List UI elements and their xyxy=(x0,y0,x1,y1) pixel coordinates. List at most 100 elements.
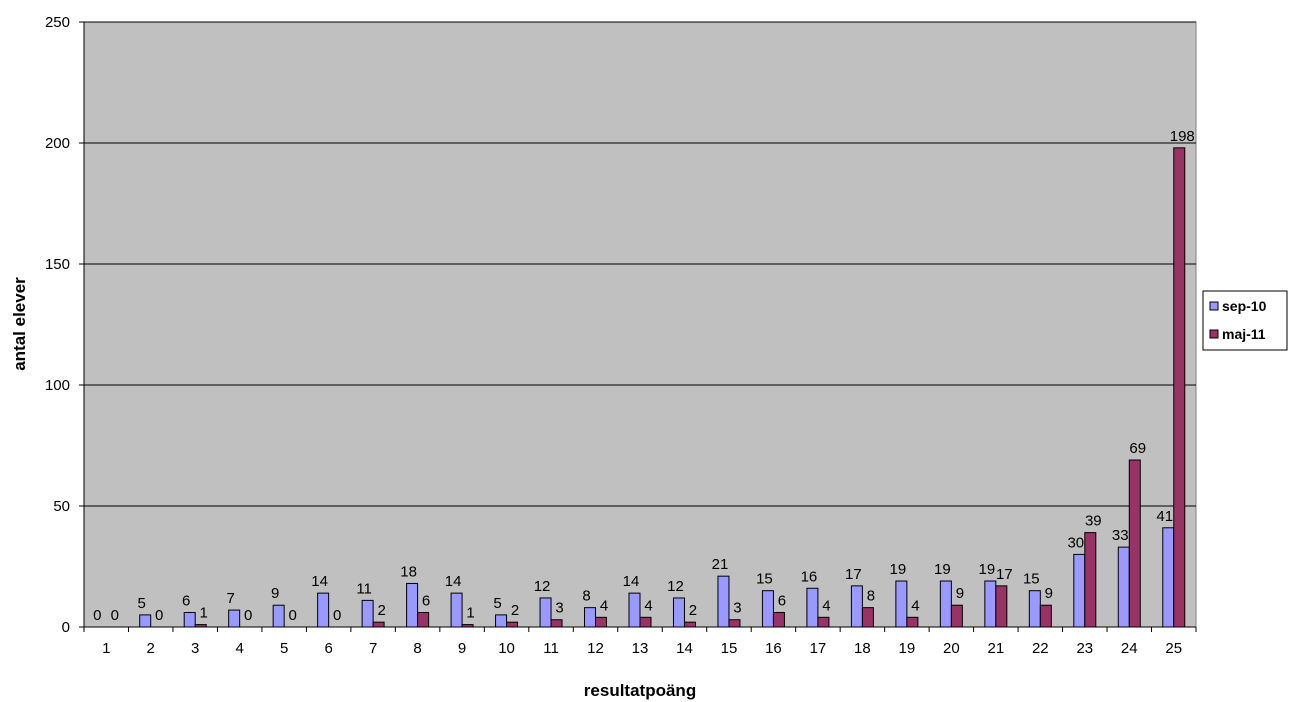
bar-sep-10-5 xyxy=(272,604,285,628)
bar-sep-10-9 xyxy=(450,592,463,628)
data-label-maj-11-4: 0 xyxy=(244,607,252,624)
data-label-sep-10-23: 30 xyxy=(1067,534,1084,551)
y-tick-label: 50 xyxy=(53,498,70,515)
y-tick-label: 150 xyxy=(45,256,70,273)
bar-maj-11-25 xyxy=(1173,147,1186,628)
bar-sep-10-14 xyxy=(672,597,685,628)
legend-box xyxy=(1202,290,1288,351)
data-label-sep-10-1: 0 xyxy=(93,607,101,624)
x-tick-label: 15 xyxy=(721,640,738,657)
x-tick-label: 2 xyxy=(147,640,155,657)
bar-sep-10-20 xyxy=(939,580,952,628)
data-label-maj-11-19: 4 xyxy=(911,597,919,614)
bar-maj-11-17 xyxy=(817,616,830,628)
bar-sep-10-12 xyxy=(584,607,597,628)
x-tick-label: 1 xyxy=(102,640,110,657)
bars xyxy=(139,147,1186,628)
bar-maj-11-15 xyxy=(728,619,741,628)
bar-maj-11-13 xyxy=(639,616,652,628)
data-label-maj-11-13: 4 xyxy=(644,597,652,614)
data-label-maj-11-15: 3 xyxy=(733,600,741,617)
data-label-maj-11-5: 0 xyxy=(288,607,296,624)
bar-sep-10-10 xyxy=(495,614,508,628)
x-tick-label: 14 xyxy=(676,640,693,657)
bar-maj-11-16 xyxy=(772,611,785,628)
bar-maj-11-22 xyxy=(1039,604,1052,628)
bar-maj-11-11 xyxy=(550,619,563,628)
data-label-sep-10-4: 7 xyxy=(227,590,235,607)
bar-maj-11-8 xyxy=(417,611,430,628)
data-label-maj-11-22: 9 xyxy=(1045,585,1053,602)
x-tick-label: 19 xyxy=(899,640,916,657)
x-tick-label: 9 xyxy=(458,640,466,657)
data-label-sep-10-17: 16 xyxy=(801,568,818,585)
legend-label-maj-11: maj-11 xyxy=(1222,326,1266,342)
y-axis-title: antal elever xyxy=(10,277,29,371)
y-tick-label: 100 xyxy=(45,377,70,394)
bar-maj-11-14 xyxy=(683,621,696,628)
data-label-sep-10-9: 14 xyxy=(445,573,462,590)
x-tick-label: 22 xyxy=(1032,640,1049,657)
data-label-maj-11-17: 4 xyxy=(822,597,830,614)
y-tick-label: 200 xyxy=(45,135,70,152)
data-label-sep-10-3: 6 xyxy=(182,592,190,609)
y-axis-ticks: 0 50 100 150 200 250 xyxy=(45,14,84,636)
bar-sep-10-6 xyxy=(317,592,330,628)
y-tick-label: 0 xyxy=(62,619,70,636)
data-label-sep-10-12: 8 xyxy=(582,588,590,605)
x-tick-label: 6 xyxy=(324,640,332,657)
data-label-maj-11-7: 2 xyxy=(377,602,385,619)
bar-maj-11-19 xyxy=(906,616,919,628)
x-tick-label: 8 xyxy=(413,640,421,657)
bar-sep-10-17 xyxy=(806,587,819,628)
legend: sep-10 maj-11 xyxy=(1202,290,1288,351)
x-tick-label: 7 xyxy=(369,640,377,657)
data-label-sep-10-16: 15 xyxy=(756,571,773,588)
data-label-sep-10-24: 33 xyxy=(1112,527,1129,544)
data-label-sep-10-10: 5 xyxy=(493,595,501,612)
bar-sep-10-16 xyxy=(761,590,774,628)
data-label-maj-11-18: 8 xyxy=(867,588,875,605)
x-tick-label: 5 xyxy=(280,640,288,657)
data-label-maj-11-1: 0 xyxy=(111,607,119,624)
x-tick-label: 21 xyxy=(987,640,1004,657)
x-tick-label: 4 xyxy=(236,640,244,657)
bar-sep-10-7 xyxy=(361,599,374,628)
bar-sep-10-4 xyxy=(228,609,241,628)
bar-maj-11-21 xyxy=(995,585,1008,628)
data-label-maj-11-14: 2 xyxy=(689,602,697,619)
bar-maj-11-20 xyxy=(950,604,963,628)
data-label-sep-10-25: 41 xyxy=(1156,508,1173,525)
x-tick-label: 17 xyxy=(810,640,827,657)
data-label-sep-10-8: 18 xyxy=(400,563,417,580)
data-label-maj-11-8: 6 xyxy=(422,592,430,609)
bar-sep-10-22 xyxy=(1028,590,1041,628)
bar-maj-11-24 xyxy=(1128,459,1141,628)
x-tick-label: 13 xyxy=(632,640,649,657)
data-label-sep-10-6: 14 xyxy=(311,573,328,590)
data-label-maj-11-23: 39 xyxy=(1085,513,1102,530)
bar-maj-11-23 xyxy=(1084,532,1097,628)
bar-sep-10-13 xyxy=(628,592,641,628)
x-tick-label: 20 xyxy=(943,640,960,657)
x-tick-label: 3 xyxy=(191,640,199,657)
x-tick-label: 25 xyxy=(1165,640,1182,657)
x-axis-ticks: 1 2 3 4 5 6 7 8 9 10 11 12 13 14 15 16 17 18 19 20 21 22 23 24 2… xyxy=(83,627,1197,657)
legend-label-sep-10: sep-10 xyxy=(1222,298,1267,314)
bar-sep-10-25 xyxy=(1162,527,1175,628)
data-label-maj-11-20: 9 xyxy=(956,585,964,602)
bar-sep-10-15 xyxy=(717,575,730,628)
bar-sep-10-23 xyxy=(1073,553,1086,628)
data-label-maj-11-9: 1 xyxy=(466,605,474,622)
data-label-maj-11-10: 2 xyxy=(511,602,519,619)
x-axis-title: resultatpoäng xyxy=(584,681,696,700)
data-label-sep-10-2: 5 xyxy=(138,595,146,612)
x-tick-label: 23 xyxy=(1076,640,1093,657)
data-label-sep-10-5: 9 xyxy=(271,585,279,602)
bar-maj-11-7 xyxy=(372,621,385,628)
bar-sep-10-18 xyxy=(850,585,863,628)
x-tick-label: 12 xyxy=(587,640,604,657)
bar-sep-10-3 xyxy=(183,611,196,628)
